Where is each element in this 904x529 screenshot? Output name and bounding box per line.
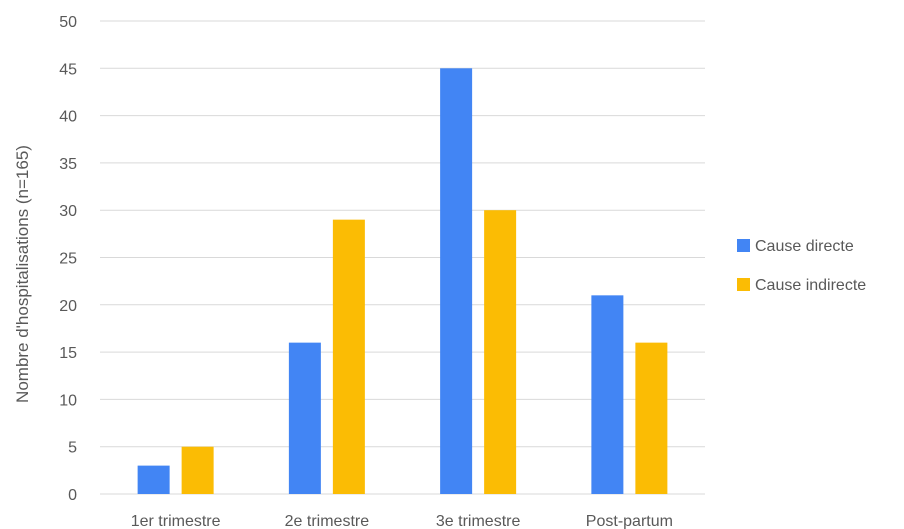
y-tick-label: 35	[59, 156, 77, 173]
bar-cause-indirecte-0	[181, 446, 214, 494]
y-tick-label: 30	[59, 203, 77, 220]
legend-label: Cause indirecte	[755, 277, 866, 294]
y-axis-title: Nombre d'hospitalisations (n=165)	[13, 145, 32, 403]
x-tick-label: Post-partum	[586, 513, 673, 529]
bar-cause-directe-1	[288, 342, 321, 494]
y-tick-label: 50	[59, 14, 77, 31]
y-tick-label: 10	[59, 392, 77, 409]
legend-label: Cause directe	[755, 238, 854, 255]
bar-cause-directe-0	[137, 465, 170, 494]
bar-cause-indirecte-2	[484, 210, 517, 494]
x-tick-label: 1er trimestre	[131, 513, 221, 529]
bar-cause-directe-2	[440, 68, 473, 495]
bars	[137, 68, 668, 495]
y-tick-label: 0	[68, 487, 77, 504]
x-tick-labels: 1er trimestre 2e trimestre 3e trimestre Pos…	[131, 513, 673, 529]
y-tick-label: 20	[59, 298, 77, 315]
x-tick-label: 3e trimestre	[436, 513, 521, 529]
y-tick-label: 40	[59, 109, 77, 126]
y-tick-label: 5	[68, 440, 77, 457]
legend-swatch	[737, 239, 750, 252]
bar-cause-directe-3	[591, 295, 624, 494]
bar-cause-indirecte-1	[332, 219, 365, 494]
y-tick-label: 15	[59, 345, 77, 362]
legend: Cause directe Cause indirecte	[737, 238, 866, 294]
y-tick-label: 25	[59, 251, 77, 268]
y-tick-label: 45	[59, 61, 77, 78]
y-tick-labels: 0 5 10 15 20 25 30 35 40 45 50	[59, 14, 77, 504]
bar-cause-indirecte-3	[635, 342, 668, 494]
legend-swatch	[737, 278, 750, 291]
x-tick-label: 2e trimestre	[285, 513, 370, 529]
